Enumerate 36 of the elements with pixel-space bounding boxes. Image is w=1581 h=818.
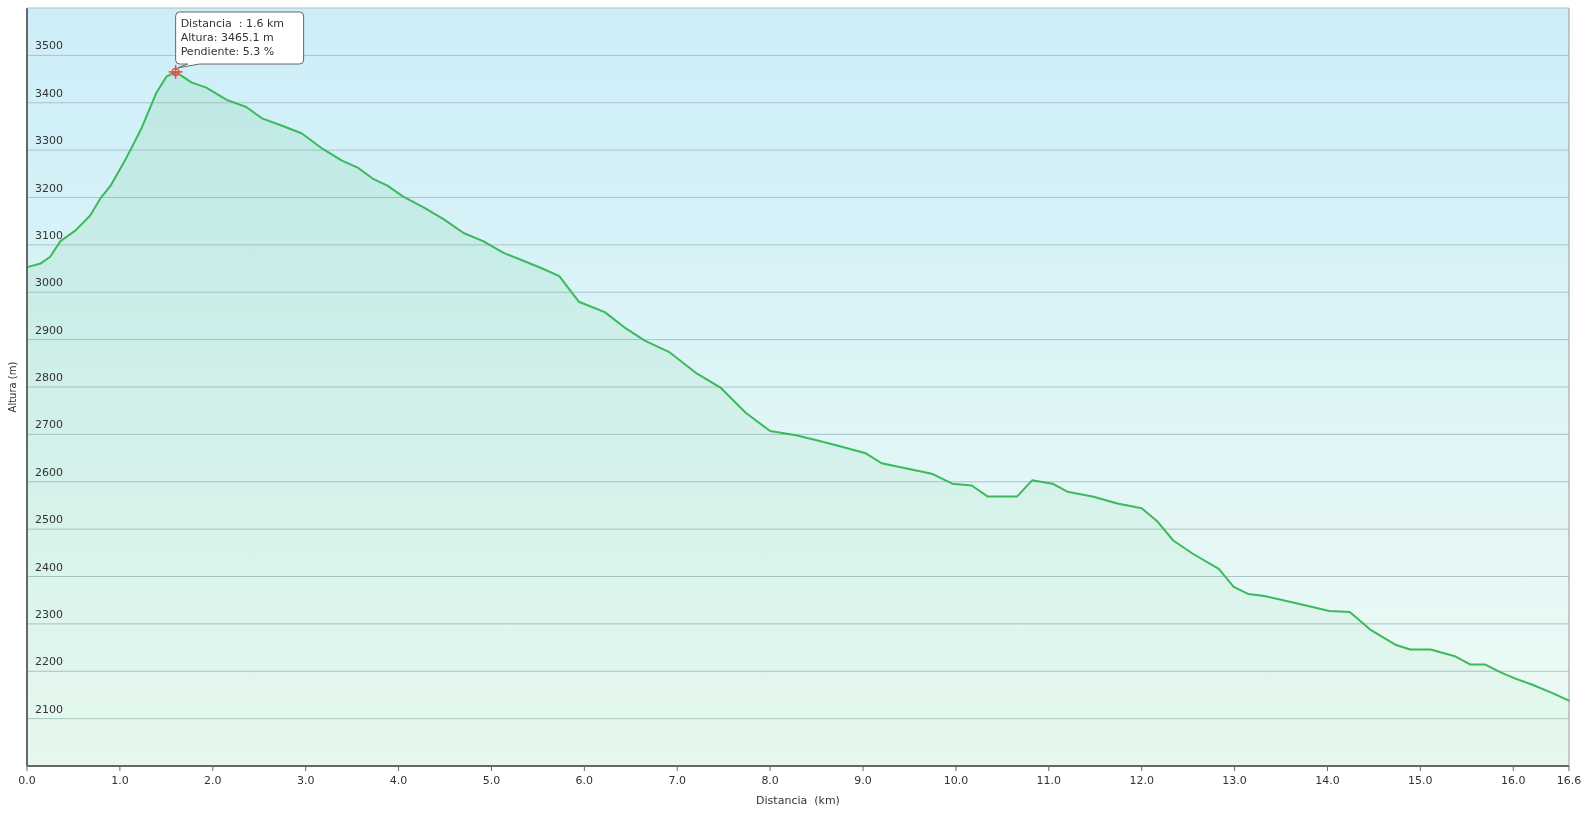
x-tick-label: 8.0 [761, 774, 779, 787]
y-axis-title: Altura (m) [7, 361, 18, 413]
x-tick-label: 4.0 [389, 774, 408, 787]
x-tick-label: 9.0 [854, 774, 872, 787]
x-tick-label: 15.0 [1408, 774, 1433, 787]
x-tick-label: 3.0 [296, 774, 315, 787]
y-tick-label: 2900 [35, 323, 63, 337]
y-tick-label: 2700 [35, 418, 63, 432]
x-tick-label: 14.0 [1315, 774, 1340, 787]
x-tick-label: 16.6 [1556, 774, 1581, 787]
y-tick-label: 3000 [35, 276, 63, 290]
x-axis-title: Distancia (km) [756, 794, 840, 807]
x-tick-label: 11.0 [1036, 774, 1062, 787]
x-tick-label: 5.0 [482, 774, 501, 787]
x-tick-label: 7.0 [668, 774, 686, 787]
y-tick-label: 2800 [35, 371, 63, 384]
y-tick-label: 2500 [35, 513, 63, 527]
x-tick-label: 0.0 [18, 774, 36, 787]
x-tick-label: 10.0 [943, 774, 969, 787]
y-tick-label: 3400 [35, 86, 63, 100]
y-tick-label: 2300 [35, 607, 63, 621]
y-tick-label: 2400 [35, 560, 63, 574]
x-tick-label: 13.0 [1222, 774, 1247, 787]
x-tick-label: 6.0 [575, 774, 594, 787]
y-tick-label: 3200 [35, 181, 63, 195]
y-tick-label: 3300 [35, 134, 63, 148]
x-tick-label: 2.0 [204, 774, 222, 787]
y-tick-label: 2600 [35, 465, 63, 479]
y-tick-label: 2200 [35, 655, 63, 669]
x-tick-label: 12.0 [1129, 774, 1154, 787]
x-tick-label: 1.0 [111, 774, 129, 787]
annotation: Distancia : 1.6 km Altura: 3465.1 m Pendiente: 5.3 % [180, 17, 285, 58]
x-tick-label: 16.0 [1501, 774, 1526, 787]
y-tick-label: 3100 [35, 228, 63, 242]
y-tick-label: 3500 [35, 39, 63, 53]
y-tick-label: 2100 [35, 702, 63, 716]
